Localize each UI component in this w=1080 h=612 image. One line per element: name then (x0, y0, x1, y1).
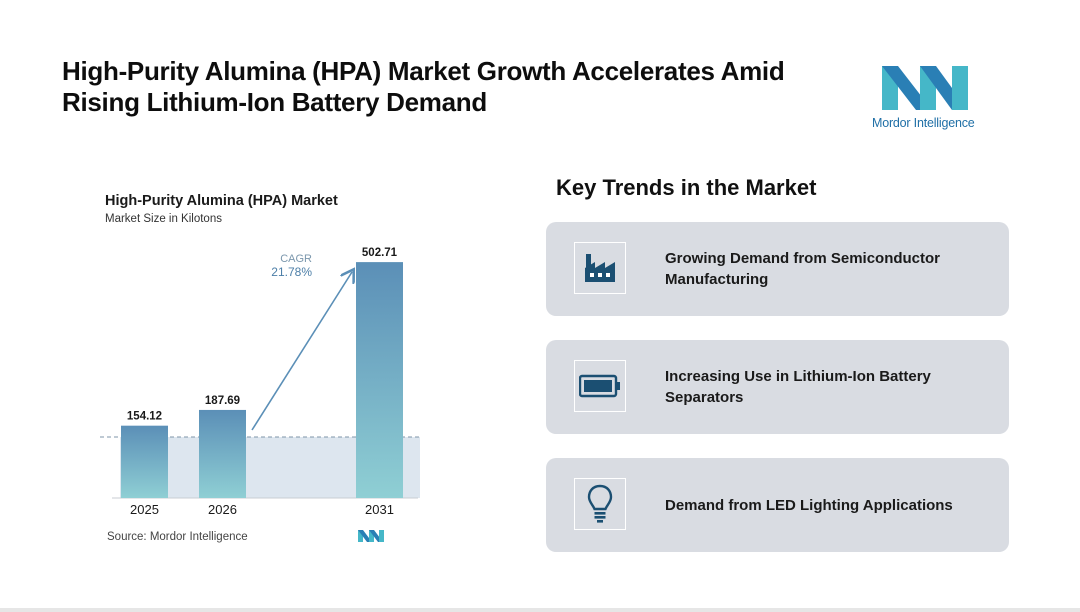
cagr-label: CAGR (280, 253, 312, 265)
factory-icon (585, 254, 615, 282)
trend-card-semiconductor: Growing Demand from Semiconductor Manufa… (546, 222, 1009, 316)
chart-subtitle: Market Size in Kilotons (105, 213, 222, 225)
trend-icon-box (574, 360, 626, 412)
trend-label: Demand from LED Lighting Applications (665, 496, 953, 514)
category-label: 2026 (208, 502, 237, 517)
bar-value-label: 154.12 (127, 411, 162, 423)
bottom-divider (0, 608, 1080, 612)
lightbulb-icon (587, 484, 613, 523)
bar-2025 (121, 425, 168, 498)
bar-value-label: 502.71 (362, 247, 398, 259)
bar-value-label: 187.69 (205, 395, 240, 407)
chart-title: High-Purity Alumina (HPA) Market (105, 193, 338, 209)
trend-icon-box (574, 478, 626, 530)
trends-heading: Key Trends in the Market (556, 175, 817, 200)
trend-icon-box (574, 242, 626, 294)
mordor-logo-icon (882, 66, 968, 110)
trend-card-led: Demand from LED Lighting Applications (546, 458, 1009, 552)
battery-icon (579, 374, 620, 398)
trend-label: Growing Demand from Semiconductor Manufa… (665, 250, 941, 288)
page-title: High-Purity Alumina (HPA) Market Growth … (62, 56, 785, 117)
logo-text: Mordor Intelligence (872, 116, 975, 130)
bar-2031 (356, 262, 403, 498)
chart-source: Source: Mordor Intelligence (107, 531, 248, 543)
bar-2026 (199, 409, 246, 498)
trend-label: Increasing Use in Lithium-Ion Battery Se… (665, 368, 931, 406)
source-logo-icon (358, 530, 384, 542)
category-label: 2031 (365, 502, 394, 517)
cagr-arrow (251, 272, 352, 431)
trend-card-battery: Increasing Use in Lithium-Ion Battery Se… (546, 340, 1009, 434)
category-label: 2025 (130, 502, 159, 517)
cagr-value: 21.78% (271, 265, 312, 279)
